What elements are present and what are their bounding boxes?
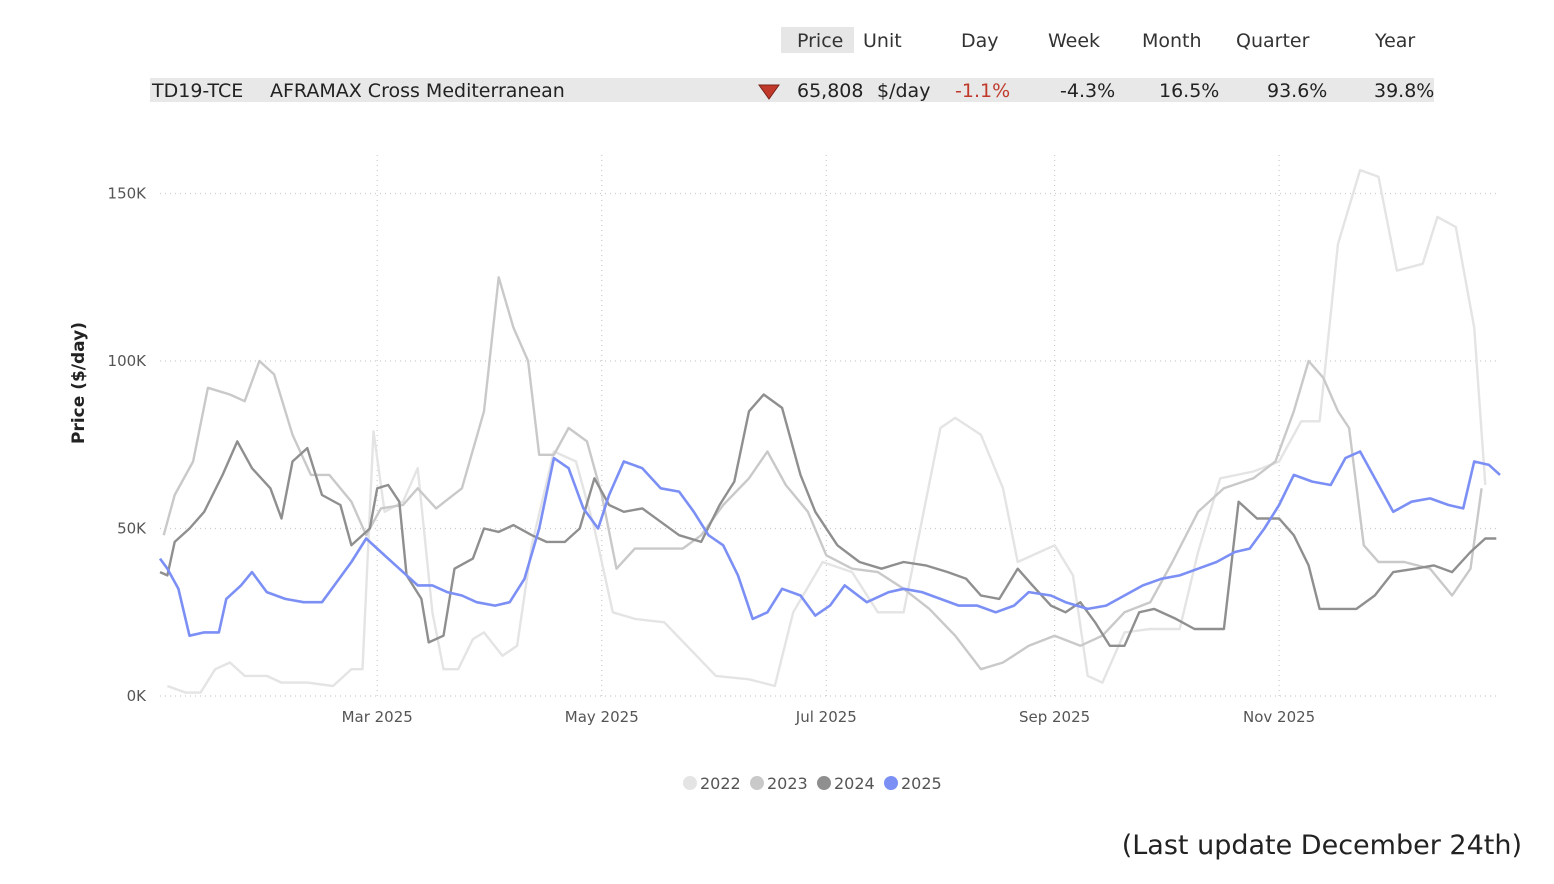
year-change: 39.8% [1374,80,1435,102]
series-line-2022[interactable] [166,168,1487,694]
y-tick-label: 150K [108,185,148,203]
legend-marker-2024[interactable] [817,776,831,790]
week-change: -4.3% [1060,80,1116,102]
unit-value: $/day [877,80,931,102]
header-day[interactable]: Day [961,30,999,52]
header-week[interactable]: Week [1048,30,1101,52]
x-tick-label: Jul 2025 [795,708,857,726]
x-tick-label: Nov 2025 [1243,708,1315,726]
last-update-footnote: (Last update December 24th) [1121,830,1522,861]
header-month[interactable]: Month [1142,30,1202,52]
series-line-2025[interactable] [158,450,1501,637]
legend-label-2023[interactable]: 2023 [767,774,808,793]
y-tick-label: 50K [117,520,147,538]
chart-grid [160,155,1500,697]
legend-marker-2022[interactable] [683,776,697,790]
series-line-2023[interactable] [162,276,1483,671]
day-change: -1.1% [955,80,1011,102]
legend-marker-2025[interactable] [884,776,898,790]
header-unit[interactable]: Unit [863,30,902,52]
series-line-2024[interactable] [159,393,1497,647]
x-tick-label: Sep 2025 [1019,708,1090,726]
header-year[interactable]: Year [1375,30,1416,52]
chart-legend: 2022 2023 2024 2025 [683,774,942,793]
legend-label-2025[interactable]: 2025 [901,774,942,793]
route-name: AFRAMAX Cross Mediterranean [270,80,565,102]
legend-label-2024[interactable]: 2024 [834,774,875,793]
table-row[interactable] [150,78,1434,102]
legend-marker-2023[interactable] [750,776,764,790]
quarter-change: 93.6% [1267,80,1328,102]
legend-label-2022[interactable]: 2022 [700,774,741,793]
x-tick-label: May 2025 [565,708,639,726]
price-value: 65,808 [797,80,864,102]
y-axis-label: Price ($/day) [69,322,89,444]
route-code: TD19-TCE [152,80,244,102]
down-triangle-icon [758,84,780,100]
x-tick-label: Mar 2025 [342,708,413,726]
series-lines [158,168,1501,694]
y-axis-ticks: 0K 50K 100K 150K [108,185,148,706]
x-axis-ticks: Mar 2025 May 2025 Jul 2025 Sep 2025 Nov 2025 [342,708,1316,726]
price-line-chart: 0K 50K 100K 150K Mar 2025 May 2025 Jul 2025 Se… [69,155,1501,793]
price-header-highlight [781,27,854,53]
header-price[interactable]: Price [797,30,844,52]
month-change: 16.5% [1159,80,1220,102]
y-tick-label: 0K [127,687,148,705]
y-tick-label: 100K [108,352,148,370]
header-quarter[interactable]: Quarter [1236,30,1310,52]
